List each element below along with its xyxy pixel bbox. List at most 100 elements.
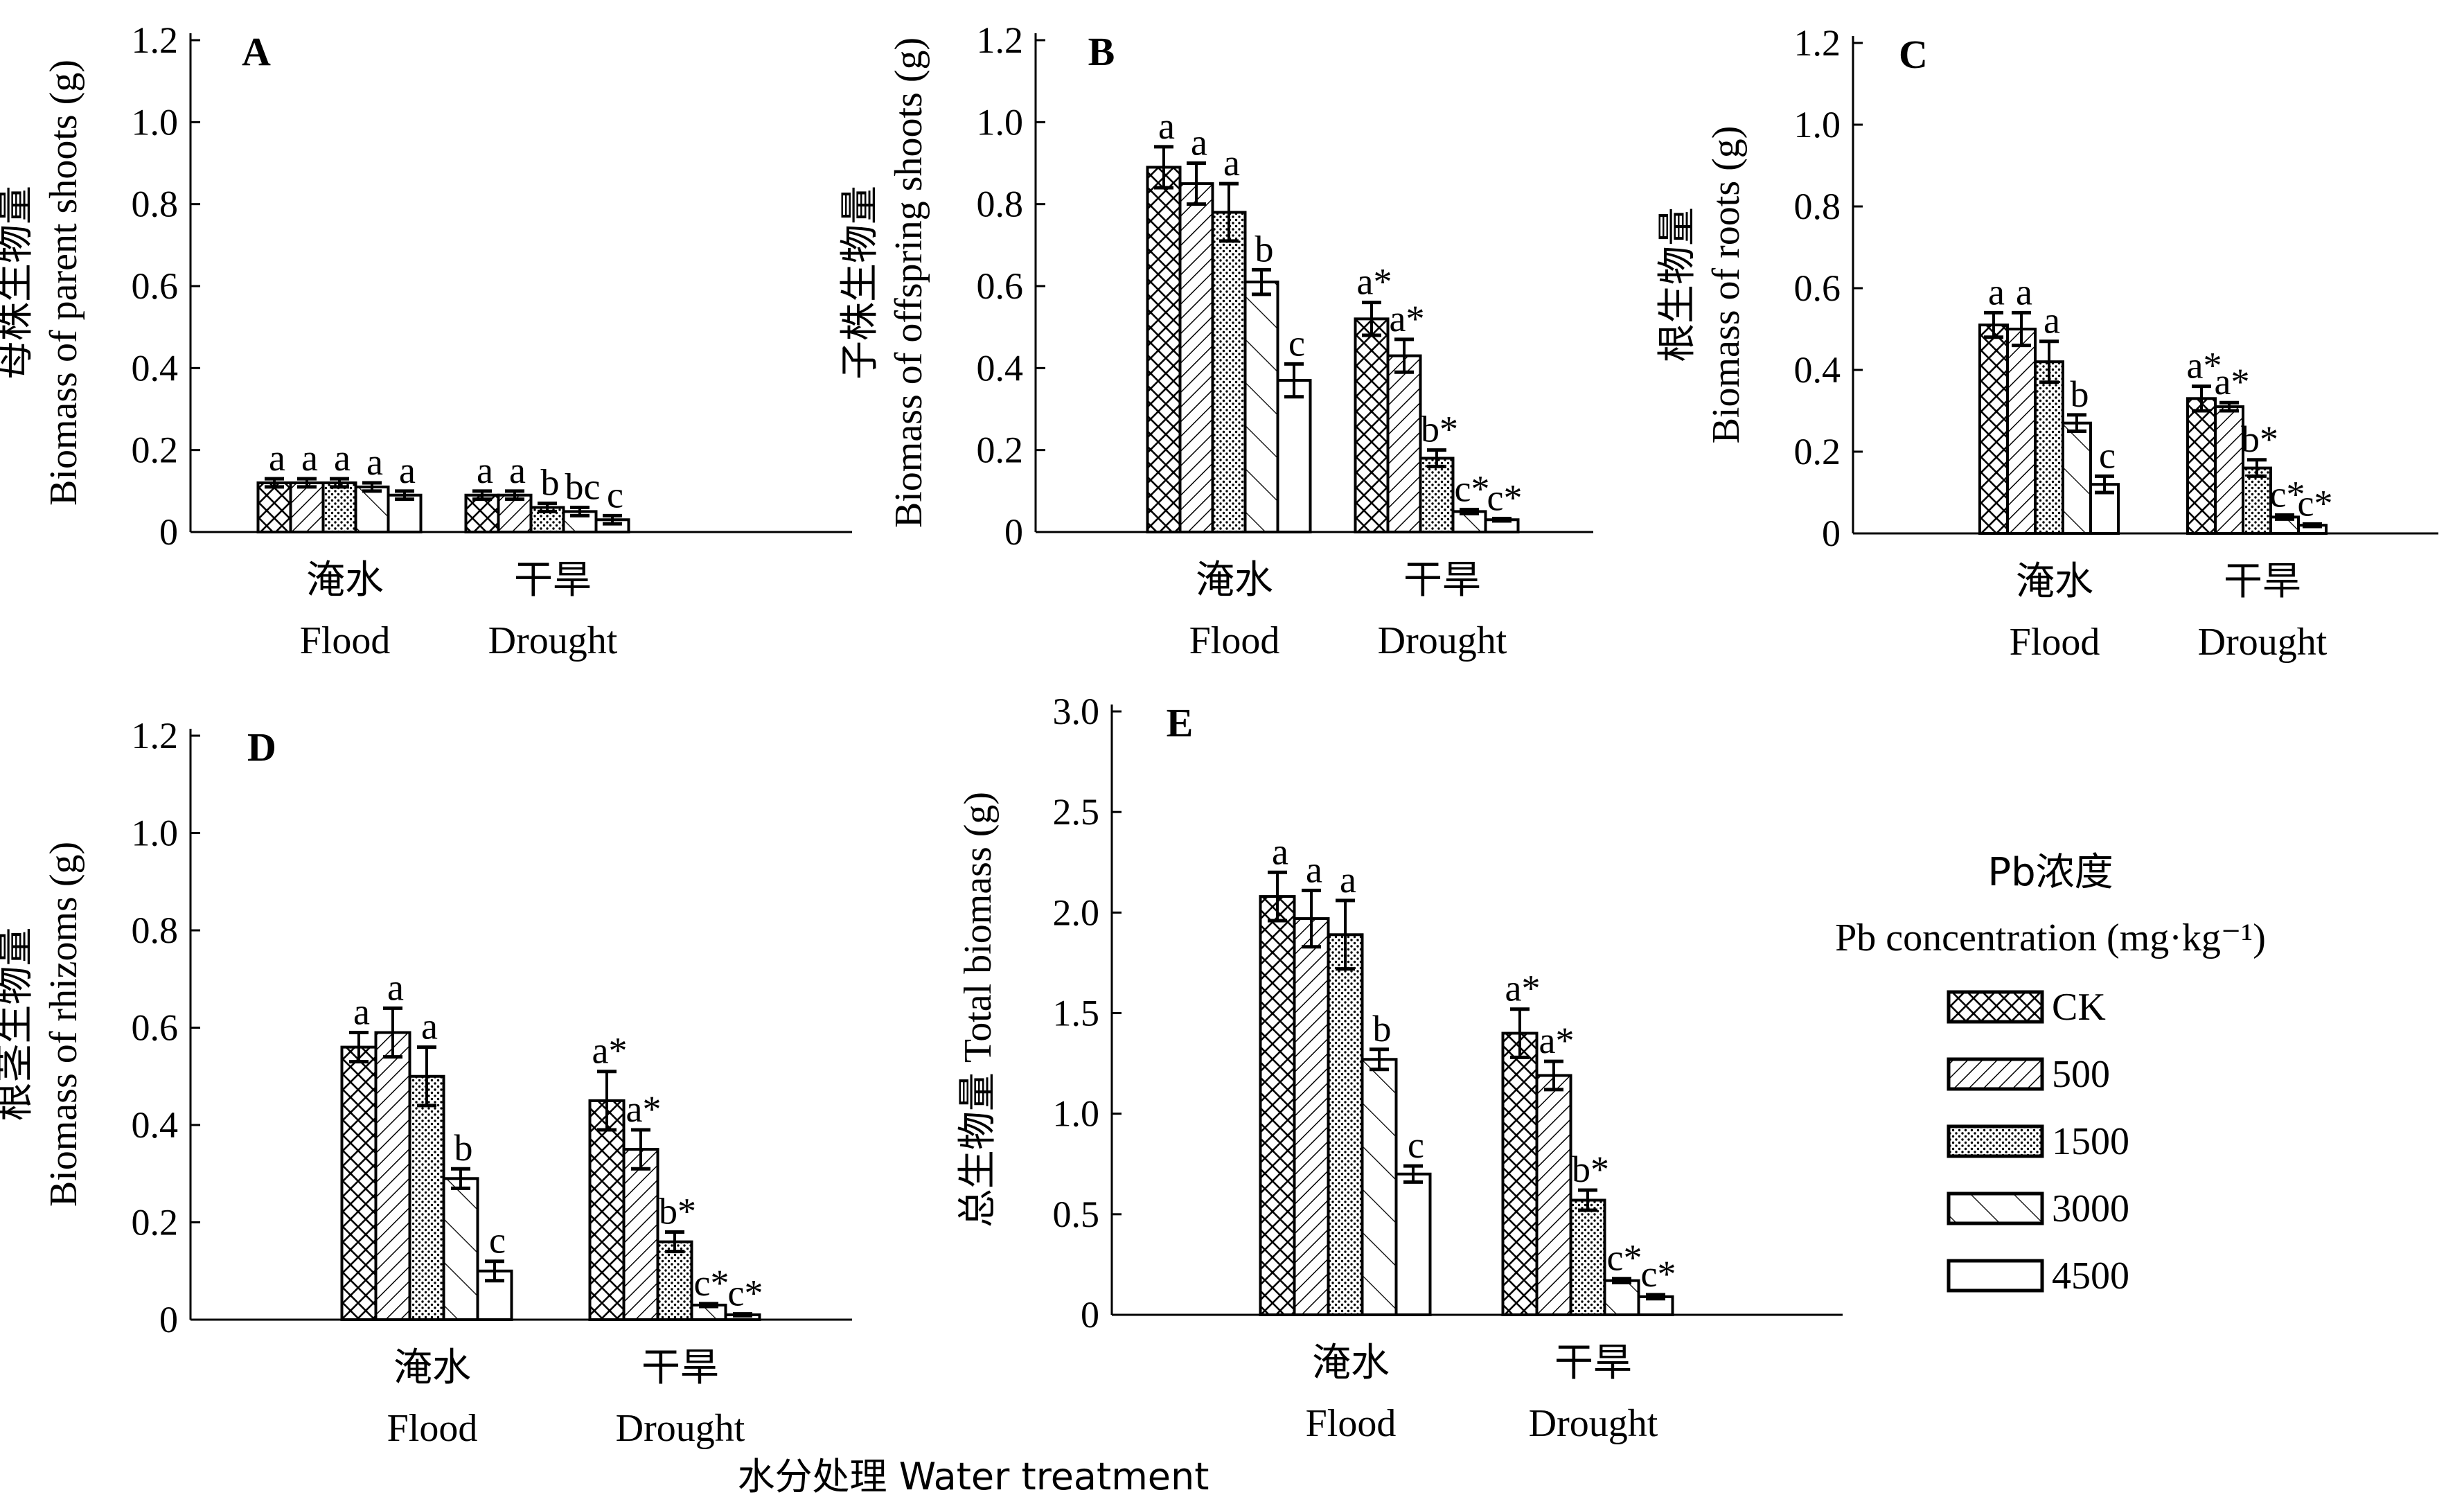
panel-a-significance-label: b	[541, 462, 560, 504]
legend-items: CK 500 1500 3000 4500	[1947, 986, 2129, 1297]
panel-e-y-axis-label: 总生物量 Total biomass (g)	[955, 792, 1000, 1228]
panel-d-significance-label: c	[489, 1220, 506, 1261]
legend-label-3000: 3000	[2052, 1187, 2129, 1230]
panel-e-y-tick-label: 0.5	[1053, 1194, 1100, 1235]
panel-b-significance-label: a	[1191, 122, 1207, 163]
panel-e-bar-500-drought	[1535, 1074, 1572, 1316]
panel-d-significance-label: a	[387, 966, 404, 1008]
panel-c-y-tick-label: 1.0	[1794, 104, 1841, 145]
panel-e-y-axis-label-en: Total biomass (g)	[957, 792, 1000, 1063]
panel-c-chart: 0 0.2 0.4 0.6 0.8 1.0 1.2 C 根生物量 Biomass of roots…	[1655, 22, 2438, 664]
panel-e-chart: 0 0.5 1.0 1.5 2.0 2.5 3.0 E 总生物量 Total biomass (g…	[955, 691, 1843, 1445]
panel-b-bar-3000-flood	[1243, 281, 1279, 533]
panel-c-y-tick-label: 0.4	[1794, 349, 1841, 391]
panel-e-category-label-cn: 干旱	[1554, 1340, 1632, 1385]
panel-d-y-tick-label: 0.6	[132, 1007, 179, 1049]
panel-d-bar-3000-flood	[442, 1177, 479, 1322]
panel-b-category-label-cn: 淹水	[1196, 558, 1273, 603]
panel-c-significance-label: a*	[2215, 361, 2250, 402]
panel-b-y-tick-label: 1.0	[977, 101, 1024, 143]
panel-b-y-axis-label-en: Biomass of offspring shoots (g)	[887, 37, 930, 528]
panel-a-significance-label: a	[399, 450, 416, 491]
panel-a-category-label-cn: 干旱	[514, 558, 592, 603]
panel-d-chart: 0 0.2 0.4 0.6 0.8 1.0 1.2 D 根茎生物量 Biomass of rhiz…	[0, 715, 852, 1450]
panel-b-bar-ck-flood	[1146, 166, 1182, 533]
panel-d-bar-ck-flood	[340, 1045, 378, 1321]
panel-b-category-label: Drought	[1378, 619, 1507, 662]
panel-a-bar-500-flood	[289, 481, 325, 533]
legend-label-1500: 1500	[2052, 1120, 2129, 1163]
panel-e-y-tick-label: 2.5	[1053, 791, 1100, 833]
panel-a-y-tick-label: 0	[159, 511, 178, 553]
panel-c-y-tick-label: 0	[1822, 513, 1841, 554]
panel-b-significance-label: a	[1223, 142, 1240, 184]
panel-a-y-tick-label: 1.2	[132, 19, 179, 61]
panel-d-y-axis-label-en: Biomass of rhizoms (g)	[42, 842, 85, 1207]
panel-a-bar-ck-flood	[256, 481, 292, 533]
panel-e-bar-ck-drought	[1501, 1031, 1539, 1316]
panel-a-y-tick-label: 0.8	[132, 184, 179, 225]
panel-b-bar-500-drought	[1386, 354, 1422, 533]
panel-e-letter: E	[1167, 700, 1194, 745]
panel-b-significance-label: a	[1158, 105, 1175, 147]
panel-c-y-axis-label-en: Biomass of roots (g)	[1705, 126, 1748, 444]
panel-b-significance-label: a*	[1357, 261, 1392, 303]
panel-c-category-label-cn: 干旱	[2224, 559, 2301, 604]
legend-swatch-500	[1947, 1057, 2044, 1091]
panel-d-significance-label: c*	[728, 1273, 763, 1314]
panel-c-significance-label: a	[1988, 271, 2005, 312]
panel-a-significance-label: a	[334, 437, 351, 479]
panel-d-significance-label: c*	[694, 1262, 729, 1304]
panel-b-letter: B	[1088, 29, 1115, 74]
panel-c-y-axis-label-cn: 根生物量	[1655, 207, 1700, 362]
panel-e-y-tick-label: 1.0	[1053, 1093, 1100, 1135]
panel-d-significance-label: b*	[659, 1191, 696, 1232]
panel-e-y-tick-label: 3.0	[1053, 691, 1100, 732]
panel-a-significance-label: a	[477, 450, 493, 491]
panel-c-bar-ck-drought	[2186, 397, 2217, 535]
panel-b-category-label-cn: 干旱	[1403, 558, 1481, 603]
panel-a-bar-1500-flood	[321, 481, 357, 533]
panel-c-significance-label: c*	[2270, 473, 2305, 515]
legend-label-ck: CK	[2052, 986, 2106, 1029]
panel-b-y-tick-label: 0.6	[977, 265, 1024, 307]
panel-a-significance-label: a	[269, 437, 285, 479]
panel-a-y-tick-label: 0.6	[132, 265, 179, 307]
panel-b-bar-4500-flood	[1276, 379, 1312, 533]
panel-e-significance-label: c*	[1607, 1237, 1642, 1279]
panel-a-y-axis-label-en: Biomass of parent shoots (g)	[42, 60, 85, 506]
panel-e-significance-label: a*	[1539, 1020, 1575, 1061]
panel-e-category-label-cn: 淹水	[1312, 1340, 1390, 1385]
panel-e-y-axis-label-cn: 总生物量	[955, 1072, 1000, 1228]
panel-e-bar-1500-drought	[1569, 1198, 1606, 1317]
panel-a-significance-label: a	[509, 450, 526, 491]
panel-e-significance-label: c*	[1641, 1253, 1676, 1295]
panel-e-category-label: Flood	[1306, 1402, 1397, 1445]
panel-e-category-label: Drought	[1529, 1402, 1658, 1445]
panel-e-bar-500-flood	[1293, 917, 1330, 1316]
panel-a-y-tick-label: 0.4	[132, 347, 179, 389]
panel-d-category-label-cn: 干旱	[641, 1345, 719, 1390]
panel-d-significance-label: a	[353, 991, 370, 1033]
panel-b-category-label: Flood	[1189, 619, 1280, 662]
panel-c-y-tick-label: 0.2	[1794, 431, 1841, 472]
panel-a-significance-label: c	[607, 474, 623, 515]
legend-swatch-ck	[1947, 990, 2044, 1024]
panel-d-y-tick-label: 1.0	[132, 813, 179, 854]
panel-c-y-tick-label: 1.2	[1794, 22, 1841, 64]
panel-c-significance-label: a*	[2187, 345, 2222, 387]
panel-e-bar-ck-flood	[1259, 895, 1296, 1316]
panel-b-significance-label: c*	[1487, 477, 1523, 518]
panel-a-bar-3000-flood	[354, 485, 390, 534]
panel-c-significance-label: c	[2099, 434, 2116, 476]
panel-a-y-axis-label-cn: 母株生物量	[0, 186, 37, 380]
panel-e-significance-label: b*	[1572, 1149, 1609, 1190]
panel-d-significance-label: b	[454, 1127, 473, 1169]
panel-a-letter: A	[242, 29, 271, 74]
panel-e-y-tick-label: 2.0	[1053, 892, 1100, 933]
panel-d-y-tick-label: 0	[159, 1299, 178, 1340]
panel-c-bar-500-drought	[2214, 405, 2244, 535]
panel-d-letter: D	[247, 725, 276, 770]
panel-c-letter: C	[1899, 32, 1928, 77]
panel-a-y-tick-label: 1.0	[132, 101, 179, 143]
